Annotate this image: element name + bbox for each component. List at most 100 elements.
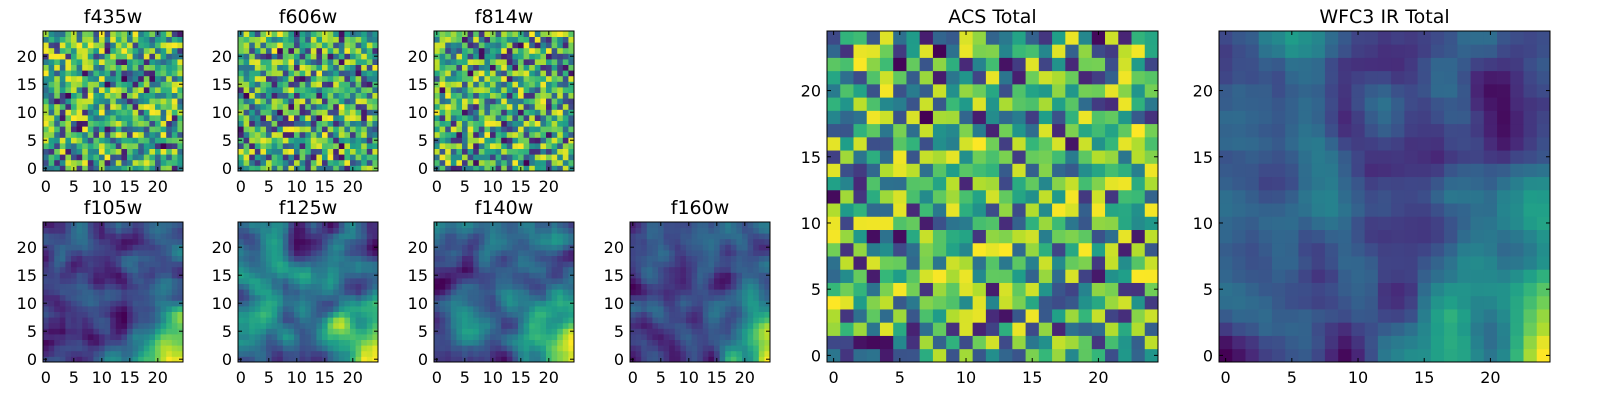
heatmap-cell bbox=[456, 328, 463, 335]
heatmap-cell bbox=[473, 115, 480, 121]
heatmap-cell bbox=[243, 350, 250, 357]
heatmap-cell bbox=[355, 64, 362, 71]
heatmap-cell bbox=[456, 137, 463, 144]
heatmap-cell bbox=[260, 87, 267, 93]
heatmap-cell bbox=[534, 339, 541, 346]
heatmap-cell bbox=[305, 148, 312, 155]
heatmap-cells bbox=[238, 31, 379, 172]
heatmap-cell bbox=[562, 53, 569, 60]
heatmap-cell bbox=[434, 294, 440, 301]
heatmap-cell bbox=[288, 148, 295, 155]
heatmap-cell bbox=[473, 334, 480, 340]
heatmap-cell bbox=[344, 300, 351, 307]
heatmap-cell bbox=[540, 339, 547, 346]
heatmap-cell bbox=[434, 339, 440, 346]
heatmap-cell bbox=[652, 222, 659, 228]
heatmap-cell bbox=[714, 294, 720, 301]
heatmap-cell bbox=[439, 317, 446, 324]
heatmap-cell bbox=[506, 143, 513, 149]
heatmap-cell bbox=[254, 261, 261, 268]
heatmap-cell bbox=[725, 356, 732, 363]
heatmap-cell bbox=[316, 64, 323, 71]
heatmap-cell bbox=[674, 222, 681, 228]
heatmap-cell bbox=[115, 53, 122, 60]
heatmap-cell bbox=[736, 311, 743, 318]
heatmap-cell bbox=[663, 233, 670, 240]
heatmap-cell bbox=[568, 47, 575, 54]
heatmap-cell bbox=[959, 229, 974, 244]
heatmap-cell bbox=[450, 148, 457, 155]
heatmap-cell bbox=[310, 306, 317, 312]
heatmap-cell bbox=[456, 59, 463, 65]
heatmap-cell bbox=[177, 47, 184, 54]
heatmap-cell bbox=[43, 87, 49, 93]
heatmap-cell bbox=[518, 294, 524, 301]
heatmap-cell bbox=[82, 339, 89, 346]
heatmap-cell bbox=[1131, 203, 1146, 217]
heatmap-cell bbox=[260, 289, 267, 296]
heatmap-cell bbox=[450, 238, 457, 245]
heatmap-cell bbox=[110, 250, 117, 256]
heatmap-cell bbox=[512, 266, 519, 273]
heatmap-cell bbox=[758, 261, 765, 268]
heatmap-cell bbox=[669, 356, 676, 363]
heatmap-cell bbox=[127, 143, 133, 149]
heatmap-cell bbox=[238, 143, 244, 149]
heatmap-cell bbox=[523, 59, 530, 65]
heatmap-cell bbox=[316, 227, 323, 234]
heatmap-cell bbox=[310, 300, 317, 307]
heatmap-cell bbox=[484, 143, 491, 149]
heatmap-cell bbox=[305, 143, 312, 149]
heatmap-cell bbox=[730, 345, 737, 352]
heatmap-cell bbox=[663, 244, 670, 251]
heatmap-cell bbox=[366, 98, 373, 105]
heatmap-cell bbox=[372, 87, 379, 93]
heatmap-cell bbox=[143, 278, 150, 284]
heatmap-cell bbox=[344, 233, 351, 240]
heatmap-cell bbox=[132, 272, 139, 279]
heatmap-cell bbox=[1105, 348, 1119, 363]
heatmap-cell bbox=[669, 294, 676, 301]
heatmap-cell bbox=[456, 143, 463, 149]
x-tick-label: 15 bbox=[511, 368, 531, 387]
heatmap-cell bbox=[478, 306, 485, 312]
heatmap-cell bbox=[327, 266, 334, 273]
heatmap-cell bbox=[254, 159, 261, 166]
heatmap-cell bbox=[366, 289, 373, 296]
heatmap-cell bbox=[115, 283, 122, 290]
heatmap-cell bbox=[355, 255, 362, 262]
heatmap-cell bbox=[490, 233, 496, 240]
heatmap-cell bbox=[54, 148, 61, 155]
heatmap-cell bbox=[48, 345, 55, 352]
heatmap-cell bbox=[758, 294, 765, 301]
heatmap-cell bbox=[568, 238, 575, 245]
heatmap-cell bbox=[652, 278, 659, 284]
heatmap-cell bbox=[138, 244, 145, 251]
heatmap-cell bbox=[243, 31, 250, 37]
heatmap-cell bbox=[82, 311, 89, 318]
heatmap-cell bbox=[294, 64, 300, 71]
heatmap-cell bbox=[439, 81, 446, 88]
heatmap-cell bbox=[316, 137, 323, 144]
heatmap-cell bbox=[434, 159, 440, 166]
heatmap-cell bbox=[271, 137, 278, 144]
heatmap-cell bbox=[266, 255, 272, 262]
heatmap-cell bbox=[171, 126, 178, 133]
heatmap-cell bbox=[484, 87, 491, 93]
heatmap-cell bbox=[316, 115, 323, 121]
heatmap-cell bbox=[316, 306, 323, 312]
heatmap-cell bbox=[138, 59, 145, 65]
heatmap-cell bbox=[906, 176, 921, 191]
heatmap-cell bbox=[59, 154, 66, 161]
heatmap-cell bbox=[680, 255, 687, 262]
heatmap-cell bbox=[288, 98, 295, 105]
heatmap-cell bbox=[344, 81, 351, 88]
heatmap-cell bbox=[310, 92, 317, 99]
heatmap-cell bbox=[999, 309, 1013, 323]
heatmap-cell bbox=[43, 261, 49, 268]
heatmap-cell bbox=[719, 328, 726, 335]
heatmap-cell bbox=[93, 339, 100, 346]
heatmap-cell bbox=[518, 339, 524, 346]
heatmap-cell bbox=[450, 31, 457, 37]
heatmap-cell bbox=[462, 53, 468, 60]
